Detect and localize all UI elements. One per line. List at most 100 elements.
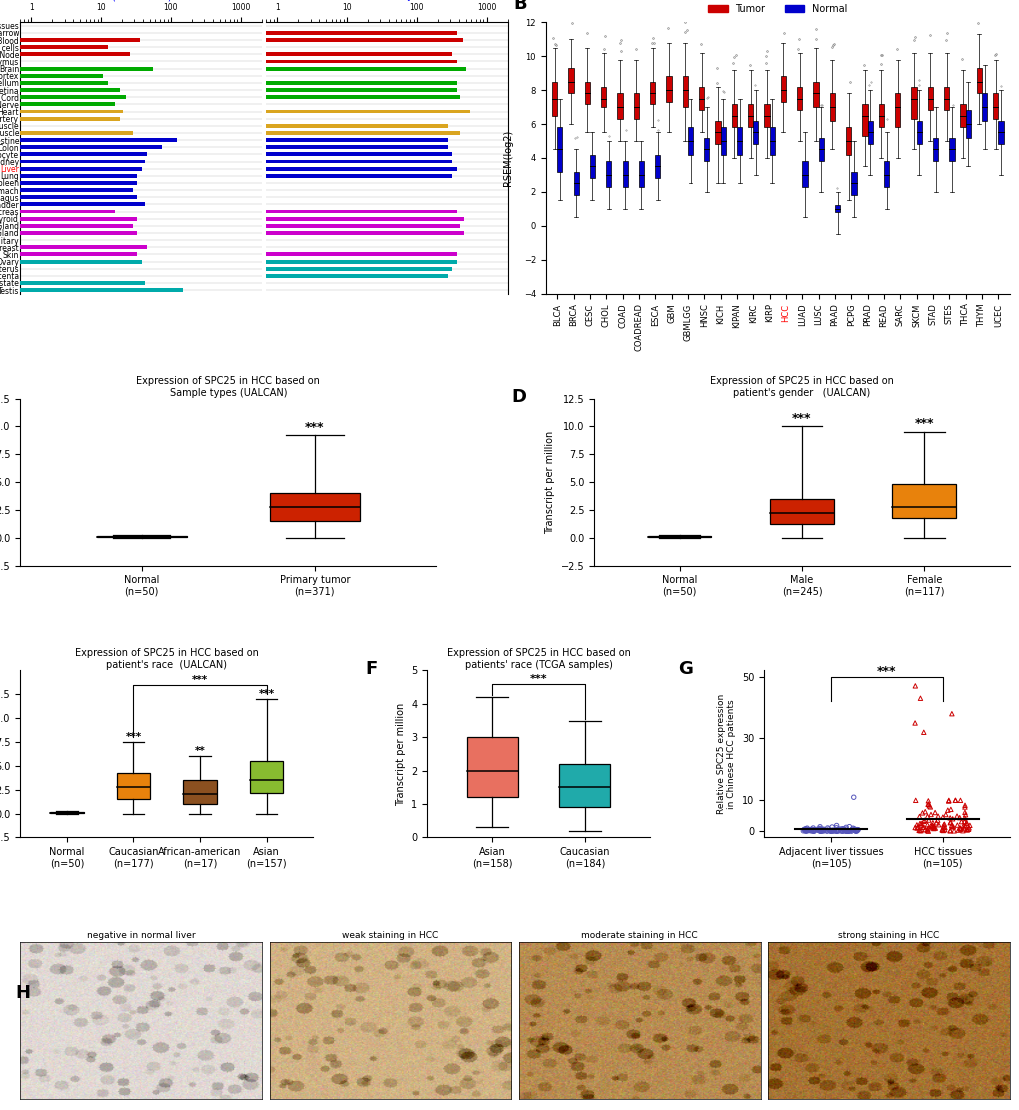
Point — [956, 798, 972, 816]
Bar — [895, 93, 900, 128]
Bar — [467, 737, 518, 797]
Text: ***: *** — [192, 675, 208, 685]
Point — [933, 808, 950, 826]
Text: ***: *** — [305, 421, 324, 434]
Bar — [20, 38, 140, 42]
Bar — [796, 87, 802, 110]
Bar — [20, 160, 145, 163]
Point — [827, 817, 844, 835]
Point — [906, 677, 922, 695]
Point — [945, 823, 961, 840]
Bar — [20, 145, 162, 149]
Point — [811, 819, 827, 837]
Point — [796, 820, 812, 838]
Bar — [20, 131, 132, 135]
Bar — [266, 160, 451, 163]
Point — [944, 817, 960, 835]
Point — [923, 818, 940, 836]
Point — [806, 821, 822, 839]
Point — [824, 821, 841, 839]
Bar — [573, 172, 578, 195]
Bar — [266, 210, 457, 213]
Point — [960, 820, 976, 838]
Title: BioGPS
Microarray: BioGPS Microarray — [361, 0, 413, 1]
Bar — [266, 152, 451, 157]
Point — [926, 819, 943, 837]
Point — [915, 811, 931, 829]
Title: negative in normal liver: negative in normal liver — [87, 931, 196, 940]
Point — [919, 819, 935, 837]
Title: strong staining in HCC: strong staining in HCC — [838, 931, 938, 940]
Point — [800, 821, 816, 839]
Bar — [993, 93, 998, 119]
Point — [908, 816, 924, 834]
Point — [818, 823, 835, 840]
Point — [915, 818, 931, 836]
Point — [916, 820, 932, 838]
Point — [816, 821, 833, 839]
Point — [818, 819, 835, 837]
Point — [844, 819, 860, 837]
Bar — [584, 82, 589, 103]
Point — [942, 814, 958, 831]
Text: ***: *** — [914, 417, 933, 431]
Point — [948, 807, 964, 825]
Bar — [266, 260, 457, 263]
Bar — [20, 245, 147, 250]
Point — [915, 813, 931, 830]
Bar — [654, 154, 659, 179]
Point — [801, 821, 817, 839]
Bar — [20, 67, 153, 71]
Point — [833, 823, 849, 840]
Bar — [802, 161, 807, 186]
Point — [908, 819, 924, 837]
Point — [801, 821, 817, 839]
Point — [924, 817, 941, 835]
Bar — [818, 138, 823, 161]
Bar — [949, 138, 954, 161]
Title: weak staining in HCC: weak staining in HCC — [342, 931, 438, 940]
Bar — [20, 231, 137, 235]
Point — [823, 821, 840, 839]
Bar — [117, 774, 150, 799]
Y-axis label: Transcript per million: Transcript per million — [544, 431, 554, 534]
Bar — [266, 252, 457, 256]
Point — [845, 788, 861, 806]
Point — [925, 819, 942, 837]
Text: ***: *** — [792, 412, 811, 425]
Point — [918, 807, 934, 825]
Point — [918, 820, 934, 838]
Text: H: H — [15, 985, 31, 1002]
Bar — [266, 216, 464, 221]
Point — [829, 823, 846, 840]
Point — [918, 816, 934, 834]
Point — [913, 804, 929, 821]
Point — [804, 823, 820, 840]
Point — [920, 797, 936, 815]
Point — [910, 808, 926, 826]
Bar — [665, 77, 671, 102]
Point — [809, 821, 825, 839]
Point — [804, 821, 820, 839]
Point — [909, 818, 925, 836]
Point — [828, 821, 845, 839]
Bar — [270, 493, 360, 521]
Bar — [266, 224, 460, 228]
Point — [808, 820, 824, 838]
Point — [797, 821, 813, 839]
Point — [840, 823, 856, 840]
Text: ***: *** — [258, 689, 274, 699]
Point — [951, 809, 967, 827]
Point — [802, 821, 818, 839]
Bar — [20, 46, 108, 49]
Bar — [916, 121, 921, 144]
Point — [916, 803, 932, 820]
Point — [907, 791, 923, 809]
Bar — [703, 138, 709, 161]
Point — [922, 818, 938, 836]
Point — [835, 821, 851, 839]
Point — [803, 820, 819, 838]
Bar — [266, 110, 470, 113]
Point — [960, 819, 976, 837]
Bar — [976, 68, 981, 93]
